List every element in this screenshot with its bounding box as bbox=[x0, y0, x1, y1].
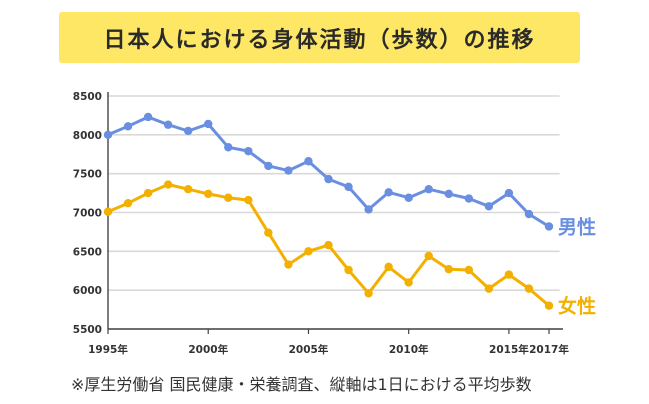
data-point bbox=[324, 174, 333, 184]
data-point bbox=[264, 161, 273, 171]
data-point bbox=[504, 188, 514, 198]
data-point bbox=[504, 270, 514, 279]
y-tick-label: 8000 bbox=[73, 130, 102, 142]
title-banner: 日本人における身体活動（歩数）の推移 bbox=[59, 12, 580, 63]
data-point bbox=[123, 122, 133, 131]
data-point bbox=[464, 194, 474, 203]
data-point bbox=[103, 207, 113, 216]
series-label: 男性 bbox=[558, 215, 596, 238]
data-point bbox=[344, 265, 353, 275]
grid-lines bbox=[107, 95, 560, 330]
data-point bbox=[204, 119, 213, 129]
y-tick-label: 7500 bbox=[73, 169, 102, 181]
series-label: 女性 bbox=[558, 295, 596, 318]
data-point bbox=[244, 195, 253, 205]
data-point bbox=[444, 264, 453, 274]
data-point bbox=[424, 185, 433, 194]
data-point bbox=[484, 202, 494, 211]
data-point bbox=[404, 278, 413, 287]
data-point bbox=[344, 182, 353, 192]
data-point bbox=[143, 188, 153, 198]
x-tick-label: 2005年 bbox=[289, 343, 329, 356]
data-point bbox=[284, 260, 293, 269]
data-point bbox=[163, 120, 173, 129]
y-tick-label: 7000 bbox=[73, 208, 102, 220]
y-tick-label: 6000 bbox=[73, 285, 102, 297]
data-point bbox=[304, 157, 313, 166]
data-point bbox=[384, 262, 393, 272]
y-tick-label: 8500 bbox=[73, 91, 102, 103]
data-point bbox=[204, 189, 213, 199]
series-lines bbox=[103, 112, 554, 310]
x-tick-labels: 1995年 2000年 2005年 2010年 2015年 2017年 bbox=[88, 343, 569, 356]
data-point bbox=[524, 284, 534, 293]
source-footnote: ※厚生労働省 国民健康・栄養調査、縦軸は1日における平均歩数 bbox=[71, 375, 532, 394]
x-tick-label: 1995年 bbox=[88, 343, 128, 356]
data-point bbox=[183, 185, 193, 194]
data-point bbox=[424, 251, 433, 261]
data-point bbox=[103, 130, 113, 140]
data-point bbox=[404, 193, 413, 202]
data-point bbox=[544, 301, 554, 310]
data-point bbox=[544, 222, 554, 231]
y-tick-label: 5500 bbox=[73, 324, 102, 336]
y-tick-label: 6500 bbox=[73, 246, 102, 258]
x-tick-label: 2017年 bbox=[529, 343, 569, 356]
data-point bbox=[284, 166, 293, 175]
data-point bbox=[364, 289, 373, 298]
data-point bbox=[264, 228, 273, 237]
chart-title: 日本人における身体活動（歩数）の推移 bbox=[103, 27, 536, 53]
data-point bbox=[524, 209, 534, 219]
x-tick-label: 2000年 bbox=[188, 343, 228, 356]
y-tick-labels: 5500 6000 6500 7000 7500 8000 8500 bbox=[73, 91, 102, 336]
data-point bbox=[224, 143, 233, 152]
data-point bbox=[364, 205, 373, 214]
x-tick-label: 2015年 bbox=[489, 343, 529, 356]
data-point bbox=[163, 180, 173, 189]
data-point bbox=[224, 193, 233, 202]
data-point bbox=[324, 240, 333, 250]
data-point bbox=[484, 284, 494, 293]
x-tick-label: 2010年 bbox=[389, 343, 429, 356]
series-line-0 bbox=[106, 115, 551, 228]
data-point bbox=[304, 247, 313, 256]
data-point bbox=[384, 188, 393, 197]
data-point bbox=[244, 146, 253, 156]
data-point bbox=[183, 126, 193, 136]
data-point bbox=[123, 198, 133, 208]
data-point bbox=[464, 265, 474, 275]
data-point bbox=[444, 189, 453, 199]
data-point bbox=[143, 112, 153, 122]
